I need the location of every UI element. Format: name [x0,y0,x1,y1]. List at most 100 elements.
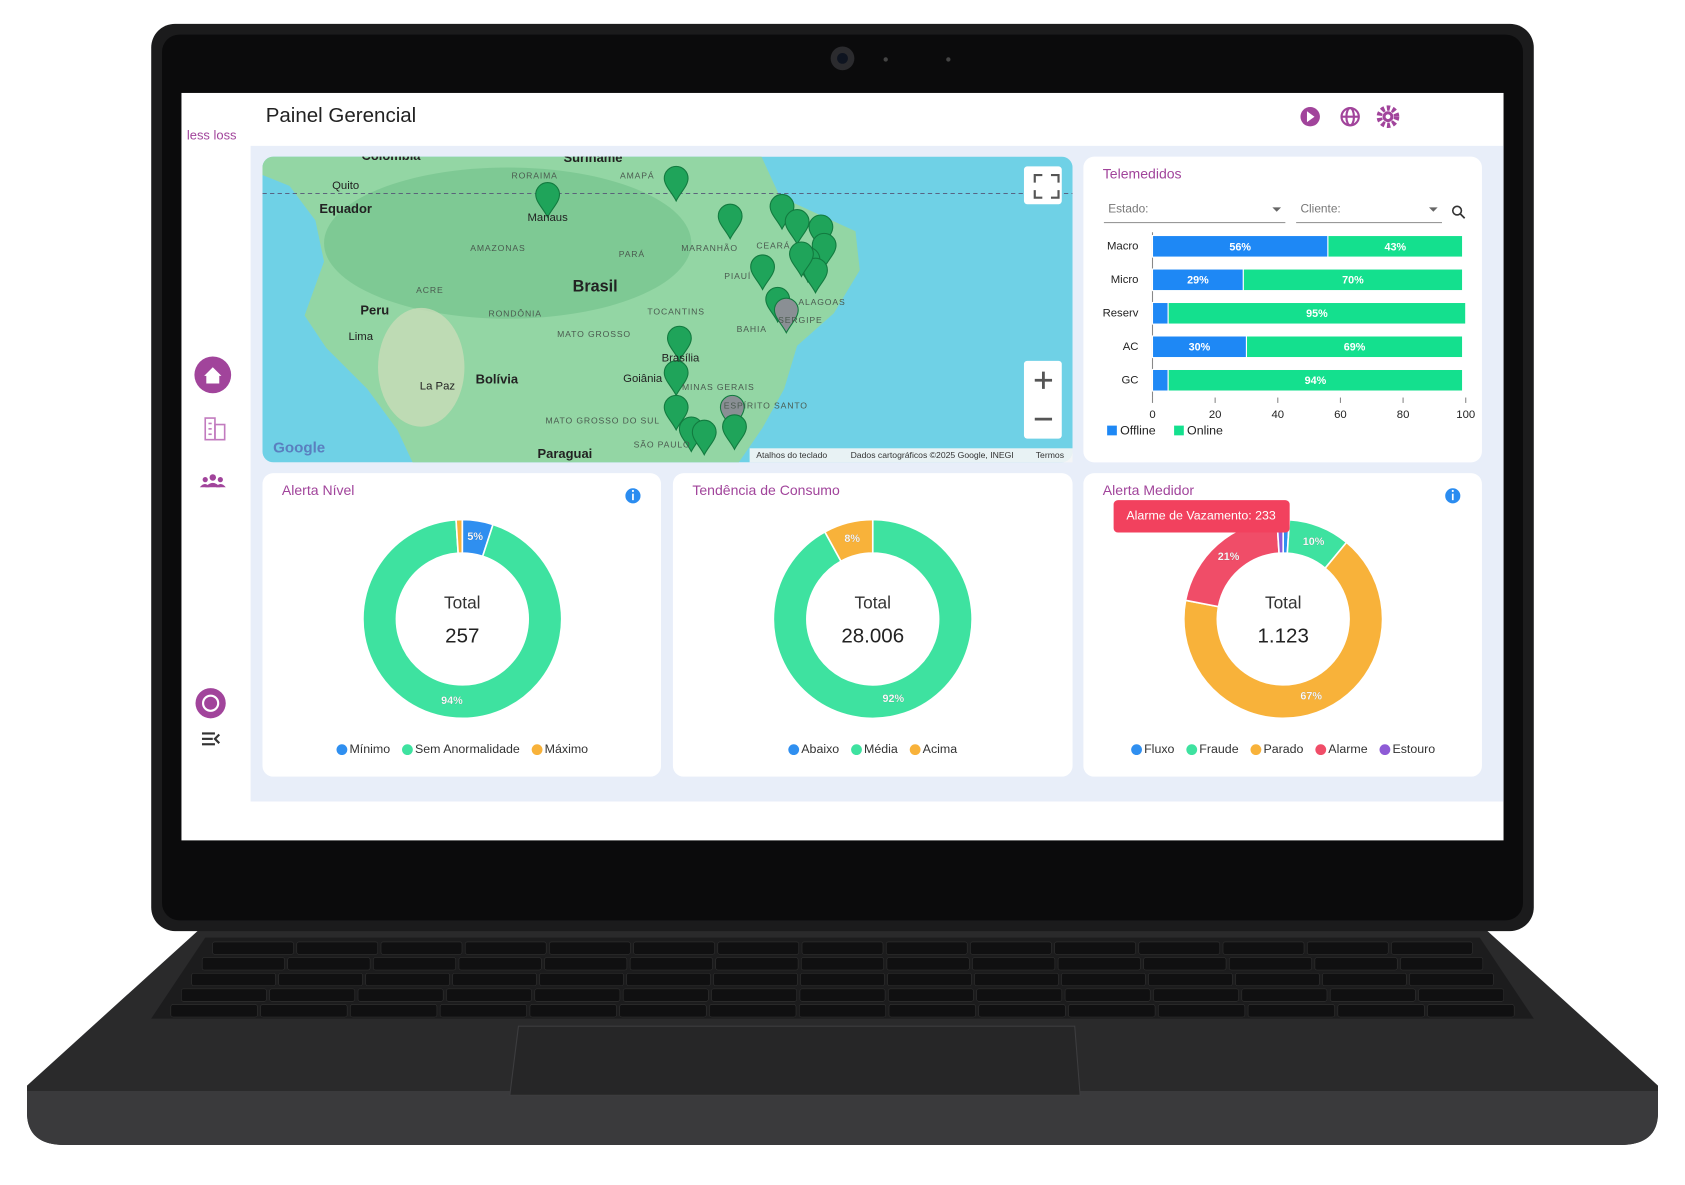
key [799,988,886,1002]
dropdown-arrow[interactable] [1429,207,1438,212]
language-button[interactable] [1340,106,1360,127]
legend-dot [788,744,800,756]
legend-item[interactable]: Fluxo [1131,742,1175,756]
legend-item[interactable]: Mínimo [336,742,391,756]
legend-item[interactable]: Sem Anormalidade [402,742,520,756]
page-title: Painel Gerencial [266,104,417,127]
key [619,1004,707,1018]
key [1064,988,1151,1002]
map-marker[interactable] [773,297,799,334]
key [801,957,884,971]
key [1418,988,1504,1002]
key [622,988,709,1002]
map-label: ALAGOAS [798,297,845,307]
key [1057,957,1141,971]
filter-label[interactable]: Cliente: [1300,202,1340,216]
key [1322,972,1407,986]
key [633,941,715,955]
key [260,1004,348,1018]
legend-item[interactable]: Acima [909,742,958,756]
key [1229,957,1312,971]
legend-item[interactable]: Média [851,742,898,756]
map-marker[interactable] [663,394,689,432]
settings-button[interactable] [1376,105,1400,129]
map-marker[interactable] [803,257,828,294]
map-label: Equador [319,201,372,216]
whatsapp-button[interactable] [195,688,226,719]
map-marker[interactable] [666,325,692,363]
x-tick-label: 0 [1149,409,1155,421]
key [1391,941,1473,955]
terms-link[interactable]: Termos [1036,450,1064,460]
menu-toggle[interactable] [201,732,221,746]
info-button[interactable] [625,488,641,504]
map-marker[interactable] [535,182,561,219]
legend-item[interactable]: Alarme [1315,742,1368,756]
legend-label: Máximo [545,742,589,756]
key [1138,941,1221,955]
map-marker[interactable] [717,203,743,240]
center-label: Total [1265,592,1301,612]
map-label: PIAUÍ [724,271,751,281]
key [1148,972,1233,986]
segment-label: 94% [441,695,463,707]
logo: less loss [187,128,237,143]
center-label: Total [855,592,891,612]
donut-segment[interactable] [455,518,464,555]
donut-segment[interactable] [1183,541,1384,720]
legend-label: Alarme [1328,742,1367,756]
legend-label[interactable]: Offline [1120,423,1156,437]
fullscreen-button[interactable] [1023,166,1062,205]
keyboard-shortcuts[interactable]: Atalhos do teclado [756,450,827,460]
map-marker[interactable] [663,165,689,203]
key [544,957,628,971]
bar-segment [1167,368,1464,392]
tendencia-card [672,473,1073,777]
key [972,957,1056,971]
filter-label[interactable]: Estado: [1108,202,1148,216]
home-button[interactable] [194,356,232,394]
map[interactable]: Colombia Suriname Quito Equador RORAIMA AMAPÁ… [262,148,1073,463]
legend-dot [531,744,543,756]
legend-label: Sem Anormalidade [415,742,520,756]
map-marker[interactable] [663,360,689,397]
key [1329,988,1416,1002]
search-button[interactable] [1451,205,1463,216]
map-label: SÃO PAULO [634,439,691,449]
key [464,941,547,955]
map-label: ACRE [416,285,443,295]
map-marker[interactable] [722,414,747,451]
segment-label: 5% [467,531,483,543]
category-label: Macro [1107,240,1138,252]
play-button[interactable] [1300,106,1320,127]
legend-item[interactable]: Abaixo [788,742,839,756]
donut-segment[interactable] [823,518,874,563]
key [170,1004,258,1018]
buildings-button[interactable] [204,417,226,441]
dropdown-arrow[interactable] [1272,207,1282,212]
legend-dot [402,744,413,756]
donut-segment[interactable] [362,518,563,720]
map-marker[interactable] [691,419,717,456]
legend-item[interactable]: Fraude [1186,742,1239,756]
legend-label[interactable]: Online [1187,423,1223,437]
legend-item[interactable]: Máximo [531,742,589,756]
map-marker[interactable] [719,394,745,432]
key [212,941,294,955]
legend-item[interactable]: Estouro [1379,742,1435,756]
map-marker[interactable] [750,254,775,291]
map-marker[interactable] [789,241,814,278]
key [885,941,968,955]
zoom-controls[interactable] [1023,360,1062,439]
users-button[interactable] [199,474,226,488]
map-label: Manaus [527,212,568,224]
map-label: ESPÍRITO SANTO [724,400,808,410]
donut-segment[interactable] [772,518,973,720]
info-button[interactable] [1445,488,1461,504]
bar-segment [1151,368,1169,392]
key [446,988,532,1002]
legend-item[interactable]: Parado [1250,742,1304,756]
bar-label: 95% [1306,308,1328,320]
key [709,1004,797,1018]
map-marker[interactable] [784,209,810,246]
